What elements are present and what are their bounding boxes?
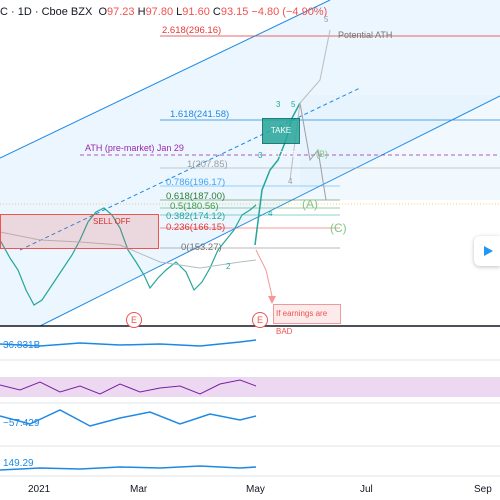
scroll-right-button[interactable] (474, 236, 500, 266)
moving-average (0, 231, 257, 269)
fib-level-0236: 0.236(166.15) (166, 222, 226, 233)
indicator-4-line (0, 465, 257, 471)
ath-premarket-label: ATH (pre-market) Jan 29 (85, 143, 184, 153)
indicator-2-line (0, 379, 257, 395)
take-profit-box[interactable]: TAKE PROFIT (262, 118, 300, 159)
fib-level-0618: 0.618(187.00) (166, 191, 226, 202)
fib-level-2618: 2.618(296.16) (162, 25, 222, 36)
x-axis-label-may: May (246, 484, 265, 495)
channel-fill (0, 0, 500, 326)
play-arrow-icon (484, 246, 493, 256)
x-axis-label-sep: Sep (474, 484, 492, 495)
wave-c-label: (C) (330, 221, 347, 235)
channel-upper-line (0, 0, 331, 159)
fib-level-0382: 0.382(174.12) (166, 211, 226, 222)
earnings-bad-box[interactable]: If earnings are BAD (273, 304, 341, 336)
ohlc-close-label: C (212, 6, 221, 18)
sell-off-label: SELL OFF (93, 217, 131, 226)
ohlc-open: 97.23 (107, 6, 135, 18)
ohlc-low-label: L (176, 6, 183, 18)
wave-label-5-top: 5 (324, 15, 329, 24)
x-axis-label-2021: 2021 (28, 484, 51, 495)
ohlc-close: 93.15 (220, 6, 249, 18)
symbol-header: C · 1D · Cboe BZX O97.23 H97.80 L91.60 C… (0, 6, 328, 18)
x-axis-label-mar: Mar (130, 484, 148, 495)
indicator-3-line (0, 409, 257, 427)
fib-level-0786: 0.786(196.17) (166, 177, 226, 188)
ohlc-high: 97.80 (145, 6, 174, 18)
potential-ath-label: Potential ATH (338, 30, 393, 40)
wave-b-label: (B) (316, 149, 328, 159)
ohlc-change: −4.80 (−4.90%) (251, 6, 328, 18)
indicator-3-value: −57.429 (3, 418, 40, 429)
indicator-1-line (0, 339, 257, 347)
interval[interactable]: 1D (17, 6, 32, 18)
exchange: Cboe BZX (41, 6, 93, 18)
symbol-suffix: C (0, 6, 8, 18)
indicator-4-value: 149.29 (3, 458, 34, 469)
fib-level-05: 0.5(180.56) (170, 201, 219, 212)
fib-level-0: 0(153.27) (181, 242, 222, 253)
sell-off-box[interactable]: SELL OFF (0, 214, 159, 249)
fib-level-1618: 1.618(241.58) (170, 109, 230, 120)
wave-a-label: (A) (302, 197, 318, 211)
wave-label-2: 2 (226, 262, 231, 271)
indicator-2-band (0, 377, 500, 397)
ohlc-high-label: H (137, 6, 146, 18)
wave-label-5: 5 (291, 100, 296, 109)
wave-label-4: 4 (268, 209, 273, 218)
indicator-1-value: 36.831B (3, 340, 41, 351)
ohlc-open-label: O (98, 6, 108, 18)
wave-label-3: 3 (258, 151, 263, 160)
ohlc-low: 91.60 (182, 6, 210, 18)
earnings-marker-2[interactable]: E (252, 312, 268, 328)
fib-level-1: 1(207.85) (187, 159, 228, 170)
channel-lower-line (39, 95, 500, 327)
earnings-marker-1[interactable]: E (126, 312, 142, 328)
x-axis-label-jul: Jul (360, 484, 373, 495)
wave-label-4-upper: 4 (288, 177, 293, 186)
wave-label-3-upper: 3 (276, 100, 281, 109)
